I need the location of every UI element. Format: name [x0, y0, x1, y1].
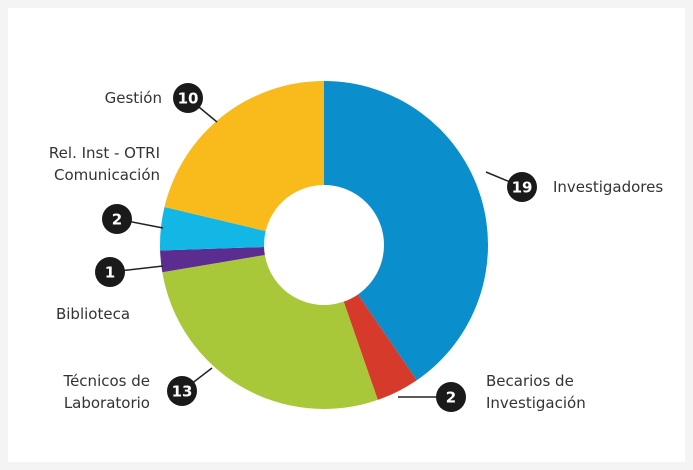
- category-label: Becarios de Investigación: [486, 372, 586, 412]
- badge: [95, 257, 125, 287]
- slice: [160, 247, 265, 273]
- category-label: Técnicos de Laboratorio: [62, 372, 150, 412]
- badge: [102, 204, 132, 234]
- slice: [324, 81, 488, 381]
- value-label: 13: [172, 383, 193, 401]
- category-label: Gestión: [105, 89, 162, 107]
- category-label: Investigadores: [553, 178, 663, 196]
- category-label: Rel. Inst - OTRI Comunicación: [49, 144, 160, 184]
- badge: [436, 382, 466, 412]
- category-label: Biblioteca: [56, 305, 130, 323]
- badge: [507, 172, 537, 202]
- value-label: 1: [105, 264, 115, 282]
- value-label: 2: [112, 211, 122, 229]
- slice: [343, 294, 417, 400]
- value-label: 10: [178, 90, 199, 108]
- slice: [160, 206, 266, 251]
- value-label: 2: [446, 389, 456, 407]
- slice: [164, 81, 324, 232]
- slice: [162, 254, 378, 409]
- badge: [167, 376, 197, 406]
- value-label: 19: [512, 179, 533, 197]
- badge: [173, 83, 203, 113]
